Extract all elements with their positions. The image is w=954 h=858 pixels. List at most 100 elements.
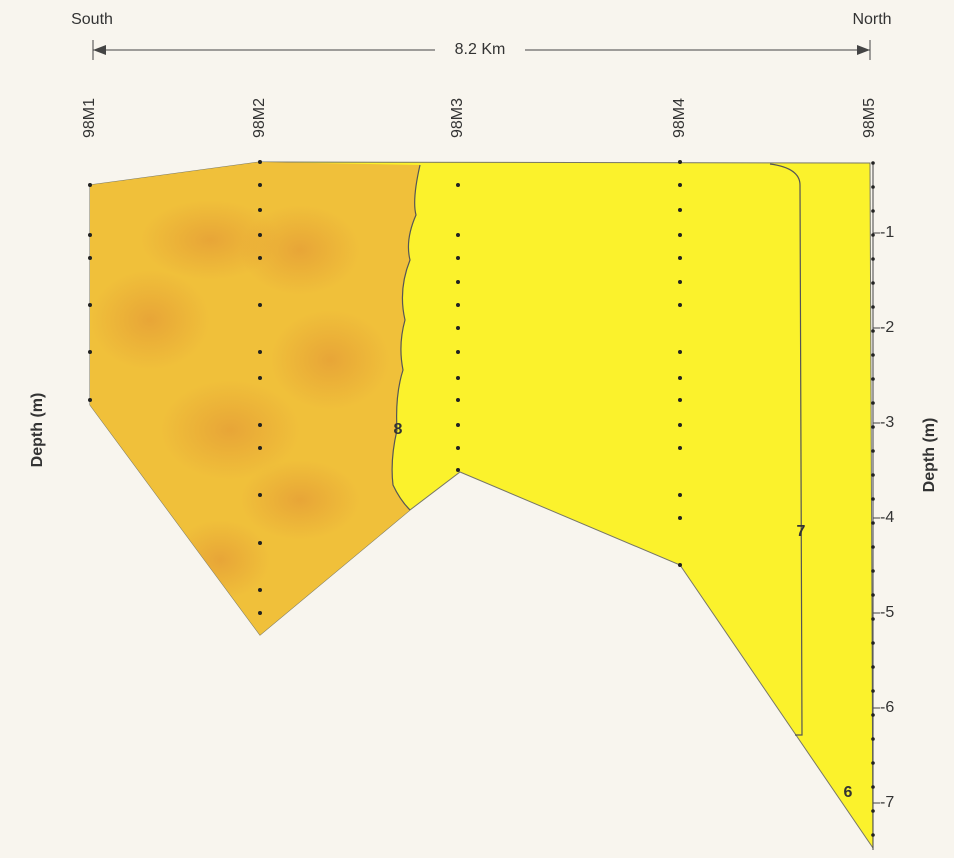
sample-dot [456,256,460,260]
tick-label: -3 [880,414,894,431]
right-axis-title: Depth (m) [921,418,938,493]
sample-dot [88,233,92,237]
station-label: 98M5 [861,98,878,138]
sample-dot [258,208,262,212]
sample-dot [678,208,682,212]
sample-dot [678,183,682,187]
station-label: 98M1 [81,98,98,138]
axis-dot [871,185,875,189]
tick-label: -7 [880,794,894,811]
sample-dot [678,423,682,427]
sample-dot [456,446,460,450]
tick-label: -5 [880,604,894,621]
axis-dot [871,665,875,669]
axis-dot [871,449,875,453]
sample-dot [678,398,682,402]
sample-dot [258,233,262,237]
sample-dot [88,303,92,307]
axis-dot [871,257,875,261]
sample-dot [456,376,460,380]
south-label: South [71,11,113,28]
axis-dot [871,281,875,285]
axis-dot [871,569,875,573]
sample-dot [678,516,682,520]
sample-dot [258,376,262,380]
station-label: 98M4 [671,98,688,138]
sample-dot [678,350,682,354]
sample-dot [258,183,262,187]
sample-dot [456,303,460,307]
sample-dot [678,563,682,567]
axis-dot [871,545,875,549]
sample-dot [258,588,262,592]
axis-dot [871,305,875,309]
sample-dot [258,611,262,615]
contour-label: 8 [394,421,403,438]
distance-label: 8.2 Km [455,41,506,58]
axis-dot [871,497,875,501]
sample-dot [258,423,262,427]
north-label: North [852,11,891,28]
axis-dot [871,209,875,213]
axis-dot [871,809,875,813]
arrow [93,45,106,55]
axis-dot [871,833,875,837]
arrow [857,45,870,55]
sample-dot [678,280,682,284]
tick-label: -1 [880,224,894,241]
sample-dot [258,493,262,497]
axis-dot [871,617,875,621]
sample-dot [678,233,682,237]
tick-label: -6 [880,699,894,716]
axis-dot [871,521,875,525]
sample-dot [678,160,682,164]
axis-dot [871,401,875,405]
axis-dot [871,233,875,237]
axis-dot [871,161,875,165]
sample-dot [258,160,262,164]
contour-label: 7 [797,523,806,540]
axis-dot [871,353,875,357]
station-label: 98M2 [251,98,268,138]
sample-dot [456,326,460,330]
axis-dot [871,785,875,789]
axis-dot [871,473,875,477]
sample-dot [88,183,92,187]
sample-dot [258,541,262,545]
axis-dot [871,329,875,333]
sample-dot [258,303,262,307]
sample-dot [456,280,460,284]
sample-dot [456,398,460,402]
contour-line [769,163,803,736]
sample-dot [258,256,262,260]
axis-dot [871,713,875,717]
sample-dot [456,468,460,472]
sample-dot [258,350,262,354]
contour-line [391,164,421,511]
label-bg [435,40,525,60]
sample-dot [88,398,92,402]
sample-dot [456,350,460,354]
axis-dot [871,641,875,645]
sample-dot [678,446,682,450]
sample-dot [456,423,460,427]
left-axis-title: Depth (m) [29,393,46,468]
sample-dot [678,493,682,497]
tick-label: -4 [880,509,894,526]
sample-dot [678,256,682,260]
axis-dot [871,761,875,765]
sample-dot [678,376,682,380]
axis-dot [871,425,875,429]
axis-dot [871,377,875,381]
contour-label: 6 [844,784,853,801]
sample-dot [456,183,460,187]
axis-dot [871,737,875,741]
sample-dot [88,350,92,354]
tick-label: -2 [880,319,894,336]
sample-dot [88,256,92,260]
axis-dot [871,689,875,693]
station-label: 98M3 [449,98,466,138]
axis-dot [871,593,875,597]
sample-dot [258,446,262,450]
